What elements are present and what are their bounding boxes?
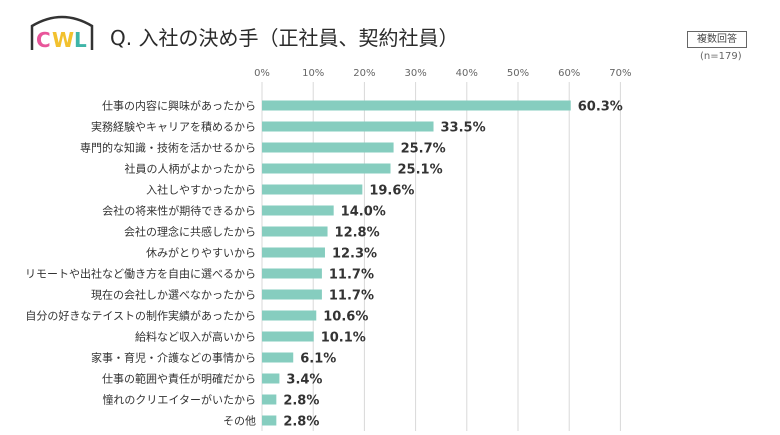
x-tick-label: 50% (507, 68, 529, 79)
category-label: 会社の将来性が期待できるから (102, 204, 256, 218)
bar (262, 100, 571, 111)
value-label: 25.1% (398, 163, 443, 178)
x-tick-label: 20% (353, 68, 375, 79)
category-label: 家事・育児・介護などの事情から (91, 351, 256, 365)
value-label: 6.1% (300, 352, 336, 367)
bar (262, 163, 391, 174)
value-label: 60.3% (578, 100, 623, 115)
category-label: 休みがとりやすいから (146, 246, 256, 260)
category-label: 憧れのクリエイターがいたから (102, 393, 256, 407)
bar (262, 310, 317, 321)
bar (262, 352, 294, 363)
bar (262, 226, 328, 237)
logo-letter-l: L (74, 28, 87, 52)
x-tick-label: 70% (609, 68, 631, 79)
logo-letter-c: C (36, 28, 51, 52)
x-tick-label: 60% (558, 68, 580, 79)
value-label: 11.7% (329, 289, 374, 304)
value-label: 14.0% (341, 205, 386, 220)
category-label: 現在の会社しか選べなかったから (91, 288, 256, 302)
value-label: 12.3% (332, 247, 377, 262)
bar (262, 394, 277, 405)
bar (262, 121, 434, 132)
x-tick-label: 30% (404, 68, 426, 79)
bar (262, 247, 325, 258)
value-label: 11.7% (329, 268, 374, 283)
logo-letter-w: W (52, 28, 74, 52)
chart-title: Q. 入社の決め手（正社員、契約社員） (110, 26, 459, 50)
bar (262, 289, 322, 300)
bar (262, 142, 394, 153)
category-label: 入社しやすかったから (146, 183, 256, 197)
category-label: 給料など収入が高いから (135, 330, 256, 344)
bar (262, 331, 314, 342)
category-label: 仕事の内容に興味があったから (102, 99, 256, 113)
value-label: 10.1% (321, 331, 366, 346)
bar-chart: 0% 10% 20% 30% 40% 50% 60% 70% 仕事の内容に興味があったから 60.… (25, 68, 632, 431)
sample-size-label: (n=179) (700, 51, 742, 62)
cwl-logo: C W L (30, 15, 94, 52)
category-label: 会社の理念に共感したから (124, 225, 256, 239)
value-label: 33.5% (441, 121, 486, 136)
category-label: リモートや出社など働き方を自由に選べるから (25, 267, 256, 281)
bar (262, 184, 363, 195)
value-label: 12.8% (335, 226, 380, 241)
category-label: 自分の好きなテイストの制作実績があったから (25, 309, 256, 323)
value-label: 19.6% (369, 184, 414, 199)
value-label: 25.7% (401, 142, 446, 157)
x-tick-label: 0% (254, 68, 270, 79)
value-label: 3.4% (286, 373, 322, 388)
category-label: 社員の人柄がよかったから (125, 162, 256, 176)
x-tick-label: 10% (302, 68, 324, 79)
category-label: 仕事の範囲や責任が明確だから (102, 372, 256, 386)
value-label: 2.8% (283, 415, 319, 430)
category-label: 実務経験やキャリアを積めるから (91, 120, 256, 134)
x-tick-label: 40% (456, 68, 478, 79)
value-label: 2.8% (283, 394, 319, 409)
chart-header: C W L Q. 入社の決め手（正社員、契約社員） 複数回答 (n=179) (0, 0, 780, 70)
bar (262, 373, 280, 384)
bar (262, 415, 277, 426)
multiple-answer-badge: 複数回答 (687, 31, 747, 48)
category-label: その他 (223, 415, 256, 428)
value-label: 10.6% (323, 310, 368, 325)
bar (262, 268, 322, 279)
bar (262, 205, 334, 216)
category-label: 専門的な知識・技術を活かせるから (80, 141, 256, 155)
